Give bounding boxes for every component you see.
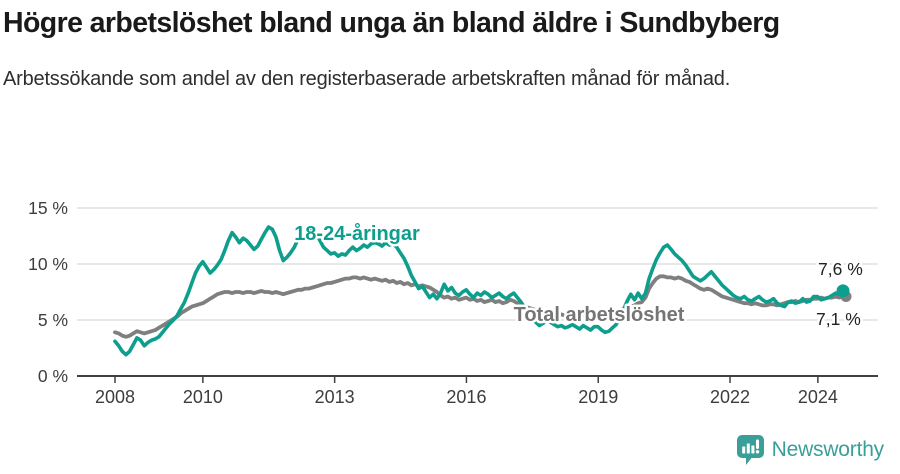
gridlines xyxy=(77,207,878,321)
x-tick-label: 2024 xyxy=(798,387,838,407)
y-tick-label: 5 % xyxy=(38,310,68,330)
x-axis-tick-labels: 2008 2010 2013 2016 2019 2022 2024 xyxy=(95,387,838,407)
series-label: Total arbetslöshet xyxy=(514,304,685,326)
latest-value-label: 7,6 % xyxy=(818,259,863,279)
x-tick-label: 2008 xyxy=(95,387,135,407)
data-lines xyxy=(113,224,845,357)
x-axis xyxy=(77,375,878,383)
line-chart: 0 % 5 % 10 % 15 % 2008 2010 2013 2016 2019 2022 2… xyxy=(0,189,900,429)
x-tick-label: 2019 xyxy=(578,387,618,407)
end-point-dots xyxy=(836,284,852,302)
end-dot-teal xyxy=(836,284,850,298)
x-tick-label: 2013 xyxy=(315,387,355,407)
x-tick-label: 2016 xyxy=(446,387,486,407)
chart-title: Högre arbetslöshet bland unga än bland ä… xyxy=(3,7,780,39)
y-tick-label: 10 % xyxy=(28,254,68,274)
y-axis-tick-labels: 0 % 5 % 10 % 15 % xyxy=(28,198,68,386)
series-line-gray xyxy=(113,274,845,339)
series-label: 18-24-åringar xyxy=(294,222,420,245)
chart-header: Högre arbetslöshet bland unga än bland ä… xyxy=(0,0,900,189)
x-tick-label: 2010 xyxy=(183,387,223,407)
line-chart-svg: 0 %5 %10 %15 % 2008 2010 2013 2016 2019 2022 2… xyxy=(28,198,878,407)
newsworthy-speech-bubble-bar-chart-icon xyxy=(736,435,764,465)
y-tick-label: 15 % xyxy=(28,198,68,218)
newsworthy-logo-text: Newsworthy xyxy=(771,438,885,461)
y-tick-label: 0 % xyxy=(38,366,68,386)
newsworthy-branding[interactable]: Newsworthy xyxy=(736,432,885,468)
x-tick-label: 2022 xyxy=(710,387,750,407)
series-line-teal xyxy=(113,224,845,357)
series-and-value-labels: 18-24-åringar Total arbetslöshet 7,6 % 7,1 … xyxy=(292,220,866,332)
chart-subtitle: Arbetssökande som andel av den registerb… xyxy=(3,68,731,91)
latest-value-label: 7,1 % xyxy=(816,309,861,329)
